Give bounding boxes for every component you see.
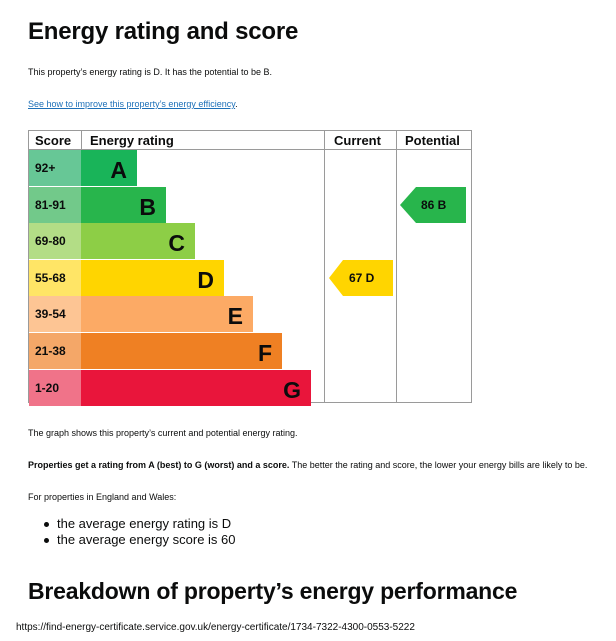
regional-intro: For properties in England and Wales:	[28, 492, 177, 502]
averages-list: the average energy rating is D the avera…	[44, 516, 236, 548]
band-bar: F	[81, 333, 282, 369]
potential-rating-label: 86 B	[421, 197, 447, 212]
band-letter: D	[197, 266, 214, 293]
list-item: the average energy rating is D	[44, 516, 236, 532]
band-bar: C	[81, 223, 195, 260]
band-a: 92+ A	[29, 150, 324, 186]
header-divider	[29, 149, 471, 150]
improve-paragraph: See how to improve this property’s energ…	[28, 98, 238, 110]
page-title: Energy rating and score	[28, 18, 299, 45]
band-score-range: 39-54	[29, 296, 81, 333]
potential-column-divider	[396, 131, 397, 402]
current-marker-shape	[329, 259, 393, 296]
band-c: 69-80 C	[29, 223, 324, 260]
band-letter: F	[257, 340, 272, 366]
potential-marker-shape	[400, 186, 466, 223]
band-bar: E	[81, 296, 253, 333]
band-letter: E	[227, 303, 243, 330]
current-column-header: Current	[334, 133, 381, 148]
band-score-range: 92+	[29, 150, 81, 186]
band-e: 39-54 E	[29, 296, 324, 333]
breakdown-heading: Breakdown of property’s energy performan…	[28, 578, 518, 604]
potential-column-header: Potential	[405, 133, 460, 148]
band-letter: B	[139, 193, 156, 220]
list-item: the average energy score is 60	[44, 532, 236, 548]
rating-explanation: Properties get a rating from A (best) to…	[28, 459, 587, 471]
score-column-divider	[81, 131, 82, 149]
band-letter: C	[168, 230, 185, 257]
band-letter: G	[283, 376, 301, 403]
rating-explanation-rest: The better the rating and score, the low…	[289, 460, 588, 470]
improve-efficiency-link[interactable]: See how to improve this property’s energ…	[28, 99, 236, 109]
improve-link-suffix: .	[235, 99, 238, 109]
rating-column-header: Energy rating	[90, 133, 174, 148]
score-column-header: Score	[35, 133, 72, 148]
rating-summary: This property’s energy rating is D. It h…	[28, 67, 272, 77]
band-score-range: 81-91	[29, 186, 81, 223]
band-bar: B	[81, 186, 166, 223]
band-bar: D	[81, 259, 224, 296]
band-bar: A	[81, 150, 137, 186]
band-score-range: 55-68	[29, 259, 81, 296]
band-letter: A	[110, 157, 127, 183]
graph-caption: The graph shows this property’s current …	[28, 428, 298, 438]
band-score-range: 1-20	[29, 369, 81, 406]
band-d: 55-68 D	[29, 259, 324, 296]
current-rating-label: 67 D	[349, 270, 375, 285]
band-f: 21-38 F	[29, 333, 324, 369]
band-g: 1-20 G	[29, 369, 324, 406]
band-b: 81-91 B	[29, 186, 324, 223]
current-column-divider	[324, 131, 325, 402]
footer-url: https://find-energy-certificate.service.…	[16, 622, 415, 633]
band-score-range: 69-80	[29, 223, 81, 260]
band-score-range: 21-38	[29, 333, 81, 369]
energy-rating-chart: Score Energy rating Current Potential 92…	[28, 130, 472, 406]
band-bar: G	[81, 369, 311, 406]
rating-explanation-bold: Properties get a rating from A (best) to…	[28, 460, 290, 470]
